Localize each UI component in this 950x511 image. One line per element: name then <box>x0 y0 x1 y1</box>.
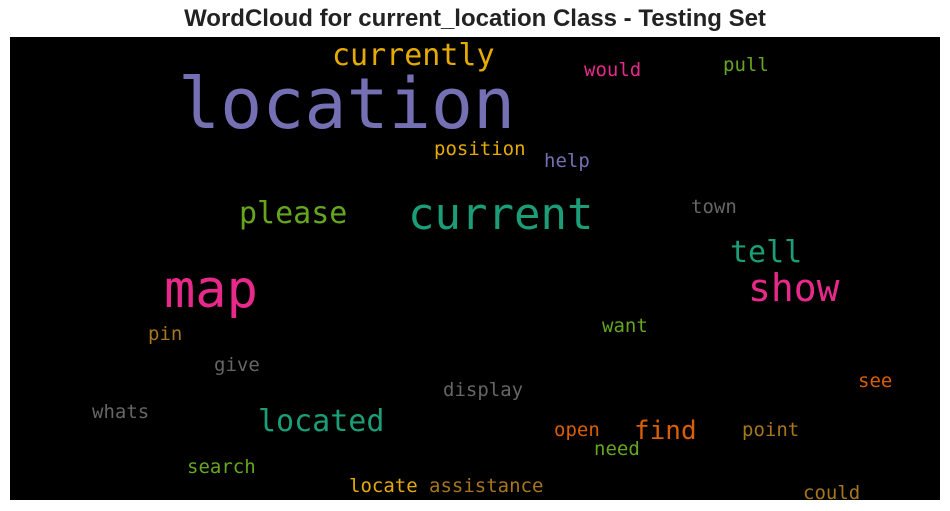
wordcloud-svg: location current map show currently please tel… <box>92 38 892 500</box>
word-could: could <box>803 482 860 500</box>
word-position: position <box>434 138 526 160</box>
word-need: need <box>594 438 640 460</box>
word-open: open <box>554 419 600 441</box>
word-give: give <box>214 354 260 376</box>
word-would: would <box>584 59 641 81</box>
word-located: located <box>258 404 384 439</box>
chart-title: WordCloud for current_location Class - T… <box>184 5 766 32</box>
word-whats: whats <box>92 401 149 423</box>
word-search: search <box>187 456 256 478</box>
word-please: please <box>239 196 347 231</box>
word-want: want <box>602 315 648 337</box>
word-town: town <box>691 196 737 218</box>
word-point: point <box>742 419 799 441</box>
word-show: show <box>748 266 840 310</box>
word-assistance: assistance <box>429 475 543 497</box>
wordcloud-panel: location current map show currently please tel… <box>10 37 940 500</box>
word-pin: pin <box>148 323 182 345</box>
word-map: map <box>164 260 258 320</box>
word-pull: pull <box>723 54 769 76</box>
word-display: display <box>443 379 523 401</box>
word-see: see <box>858 370 892 392</box>
word-help: help <box>544 150 590 172</box>
word-tell: tell <box>730 235 802 270</box>
word-locate: locate <box>349 475 418 497</box>
word-find: find <box>634 416 697 446</box>
word-currently: currently <box>332 38 495 73</box>
word-location: location <box>178 63 515 145</box>
word-current: current <box>408 189 593 240</box>
